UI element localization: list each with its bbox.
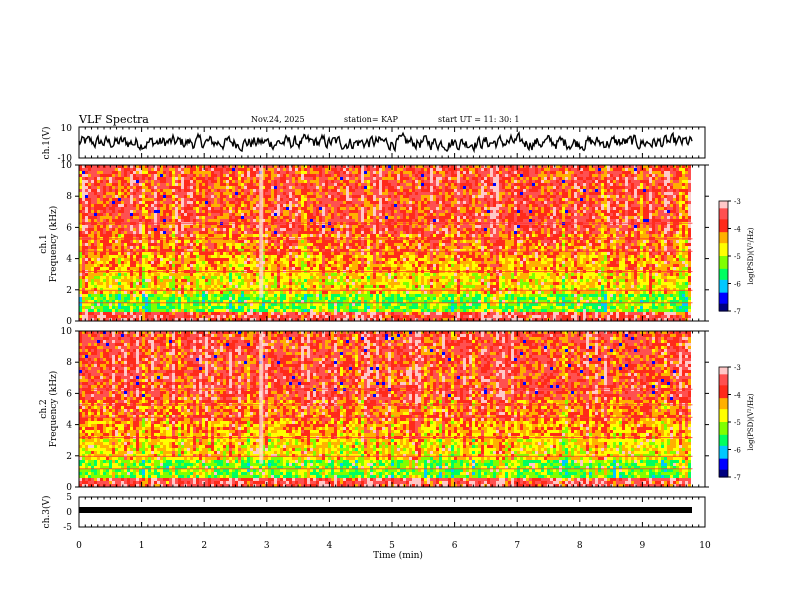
ch3-ytick-bottom: -5 <box>63 523 72 533</box>
ch1-colorbar-label: log(PSD)(V²/Hz) <box>747 227 755 284</box>
ch1-spectrogram-cells <box>79 165 705 321</box>
ch2-spectrogram-cells <box>79 331 705 487</box>
ch1-colorbar-tick--7: -7 <box>734 308 741 316</box>
ch2-colorbar-tick--3: -3 <box>734 364 741 372</box>
x-tick-label-9: 9 <box>640 541 646 551</box>
ch1-ytick-0: 0 <box>66 317 72 327</box>
ch2-ytick-10: 10 <box>61 327 73 337</box>
x-tick-label-5: 5 <box>389 541 395 551</box>
ch1-colorbar-tick--3: -3 <box>734 198 741 206</box>
x-tick-label-2: 2 <box>201 541 207 551</box>
ch3-waveform-line <box>79 507 692 513</box>
x-tick-label-0: 0 <box>76 541 82 551</box>
ch2-colorbar-tick--7: -7 <box>734 474 741 482</box>
ch2-ytick-8: 8 <box>66 358 72 368</box>
ch3-ylabel: ch.3(V) <box>41 496 52 529</box>
x-tick-label-1: 1 <box>139 541 145 551</box>
ch1-waveform-line <box>78 131 693 154</box>
x-tick-label-3: 3 <box>264 541 270 551</box>
x-tick-label-10: 10 <box>699 541 711 551</box>
ch2-ylabel-line2: Frequency (kHz) <box>48 371 59 448</box>
start-time-label: start UT = 11: 30: 1 <box>438 115 519 124</box>
x-tick-labels: 0 1 2 3 4 5 6 7 8 9 10 <box>76 541 711 551</box>
ch3-ytick-top: 5 <box>66 493 72 503</box>
ch1-ylabel-line1: ch.1 <box>39 234 49 253</box>
ch2-ytick-2: 2 <box>66 452 72 462</box>
station-label: station= KAP <box>344 115 399 124</box>
ch1-ytick-6: 6 <box>66 223 72 233</box>
x-tick-label-6: 6 <box>452 541 458 551</box>
ch1-spectrogram-panel: 0 2 4 6 8 10 ch.1 Frequency (kHz) <box>39 161 709 327</box>
date-label: Nov.24, 2025 <box>251 115 305 124</box>
ch1-ytick-10: 10 <box>61 161 73 171</box>
ch2-colorbar-tick--4: -4 <box>734 392 741 400</box>
ch1-ytick-2: 2 <box>66 286 72 296</box>
ch1-ytick-4: 4 <box>66 255 72 265</box>
ch2-ytick-0: 0 <box>66 483 72 493</box>
ch2-colorbar-tick--5: -5 <box>734 419 741 427</box>
x-tick-label-4: 4 <box>327 541 333 551</box>
x-tick-label-7: 7 <box>514 541 520 551</box>
x-axis-label: Time (min) <box>373 550 423 561</box>
ch1-colorbar-tick--6: -6 <box>734 281 741 289</box>
ch1-ylabel: ch.1(V) <box>41 127 52 160</box>
ch1-ylabel-line2: Frequency (kHz) <box>48 206 59 283</box>
ch3-ytick-mid: 0 <box>66 508 72 518</box>
ch1-ytick-top: 10 <box>61 124 73 134</box>
ch1-ytick-8: 8 <box>66 192 72 202</box>
chart-title: VLF Spectra <box>78 113 149 126</box>
ch2-colorbar-label: log(PSD)(V²/Hz) <box>747 393 755 450</box>
ch1-colorbar: -3 -4 -5 -6 -7 log(PSD)(V²/Hz) <box>718 198 755 316</box>
ch1-colorbar-tick--5: -5 <box>734 253 741 261</box>
ch2-colorbar-tick--6: -6 <box>734 447 741 455</box>
ch2-ytick-6: 6 <box>66 389 72 399</box>
x-tick-label-8: 8 <box>577 541 583 551</box>
ch2-spectrogram-panel: 0 2 4 6 8 10 ch.2 Frequency (kHz) <box>39 327 709 493</box>
ch2-ylabel-line1: ch.2 <box>39 399 49 418</box>
ch2-ytick-4: 4 <box>66 421 72 431</box>
ch2-colorbar: -3 -4 -5 -6 -7 log(PSD)(V²/Hz) <box>718 364 755 482</box>
ch1-ytick-bottom: -10 <box>58 154 73 164</box>
ch1-colorbar-tick--4: -4 <box>734 226 741 234</box>
ch1-waveform-panel: 10 -10 ch.1(V) <box>41 124 706 164</box>
